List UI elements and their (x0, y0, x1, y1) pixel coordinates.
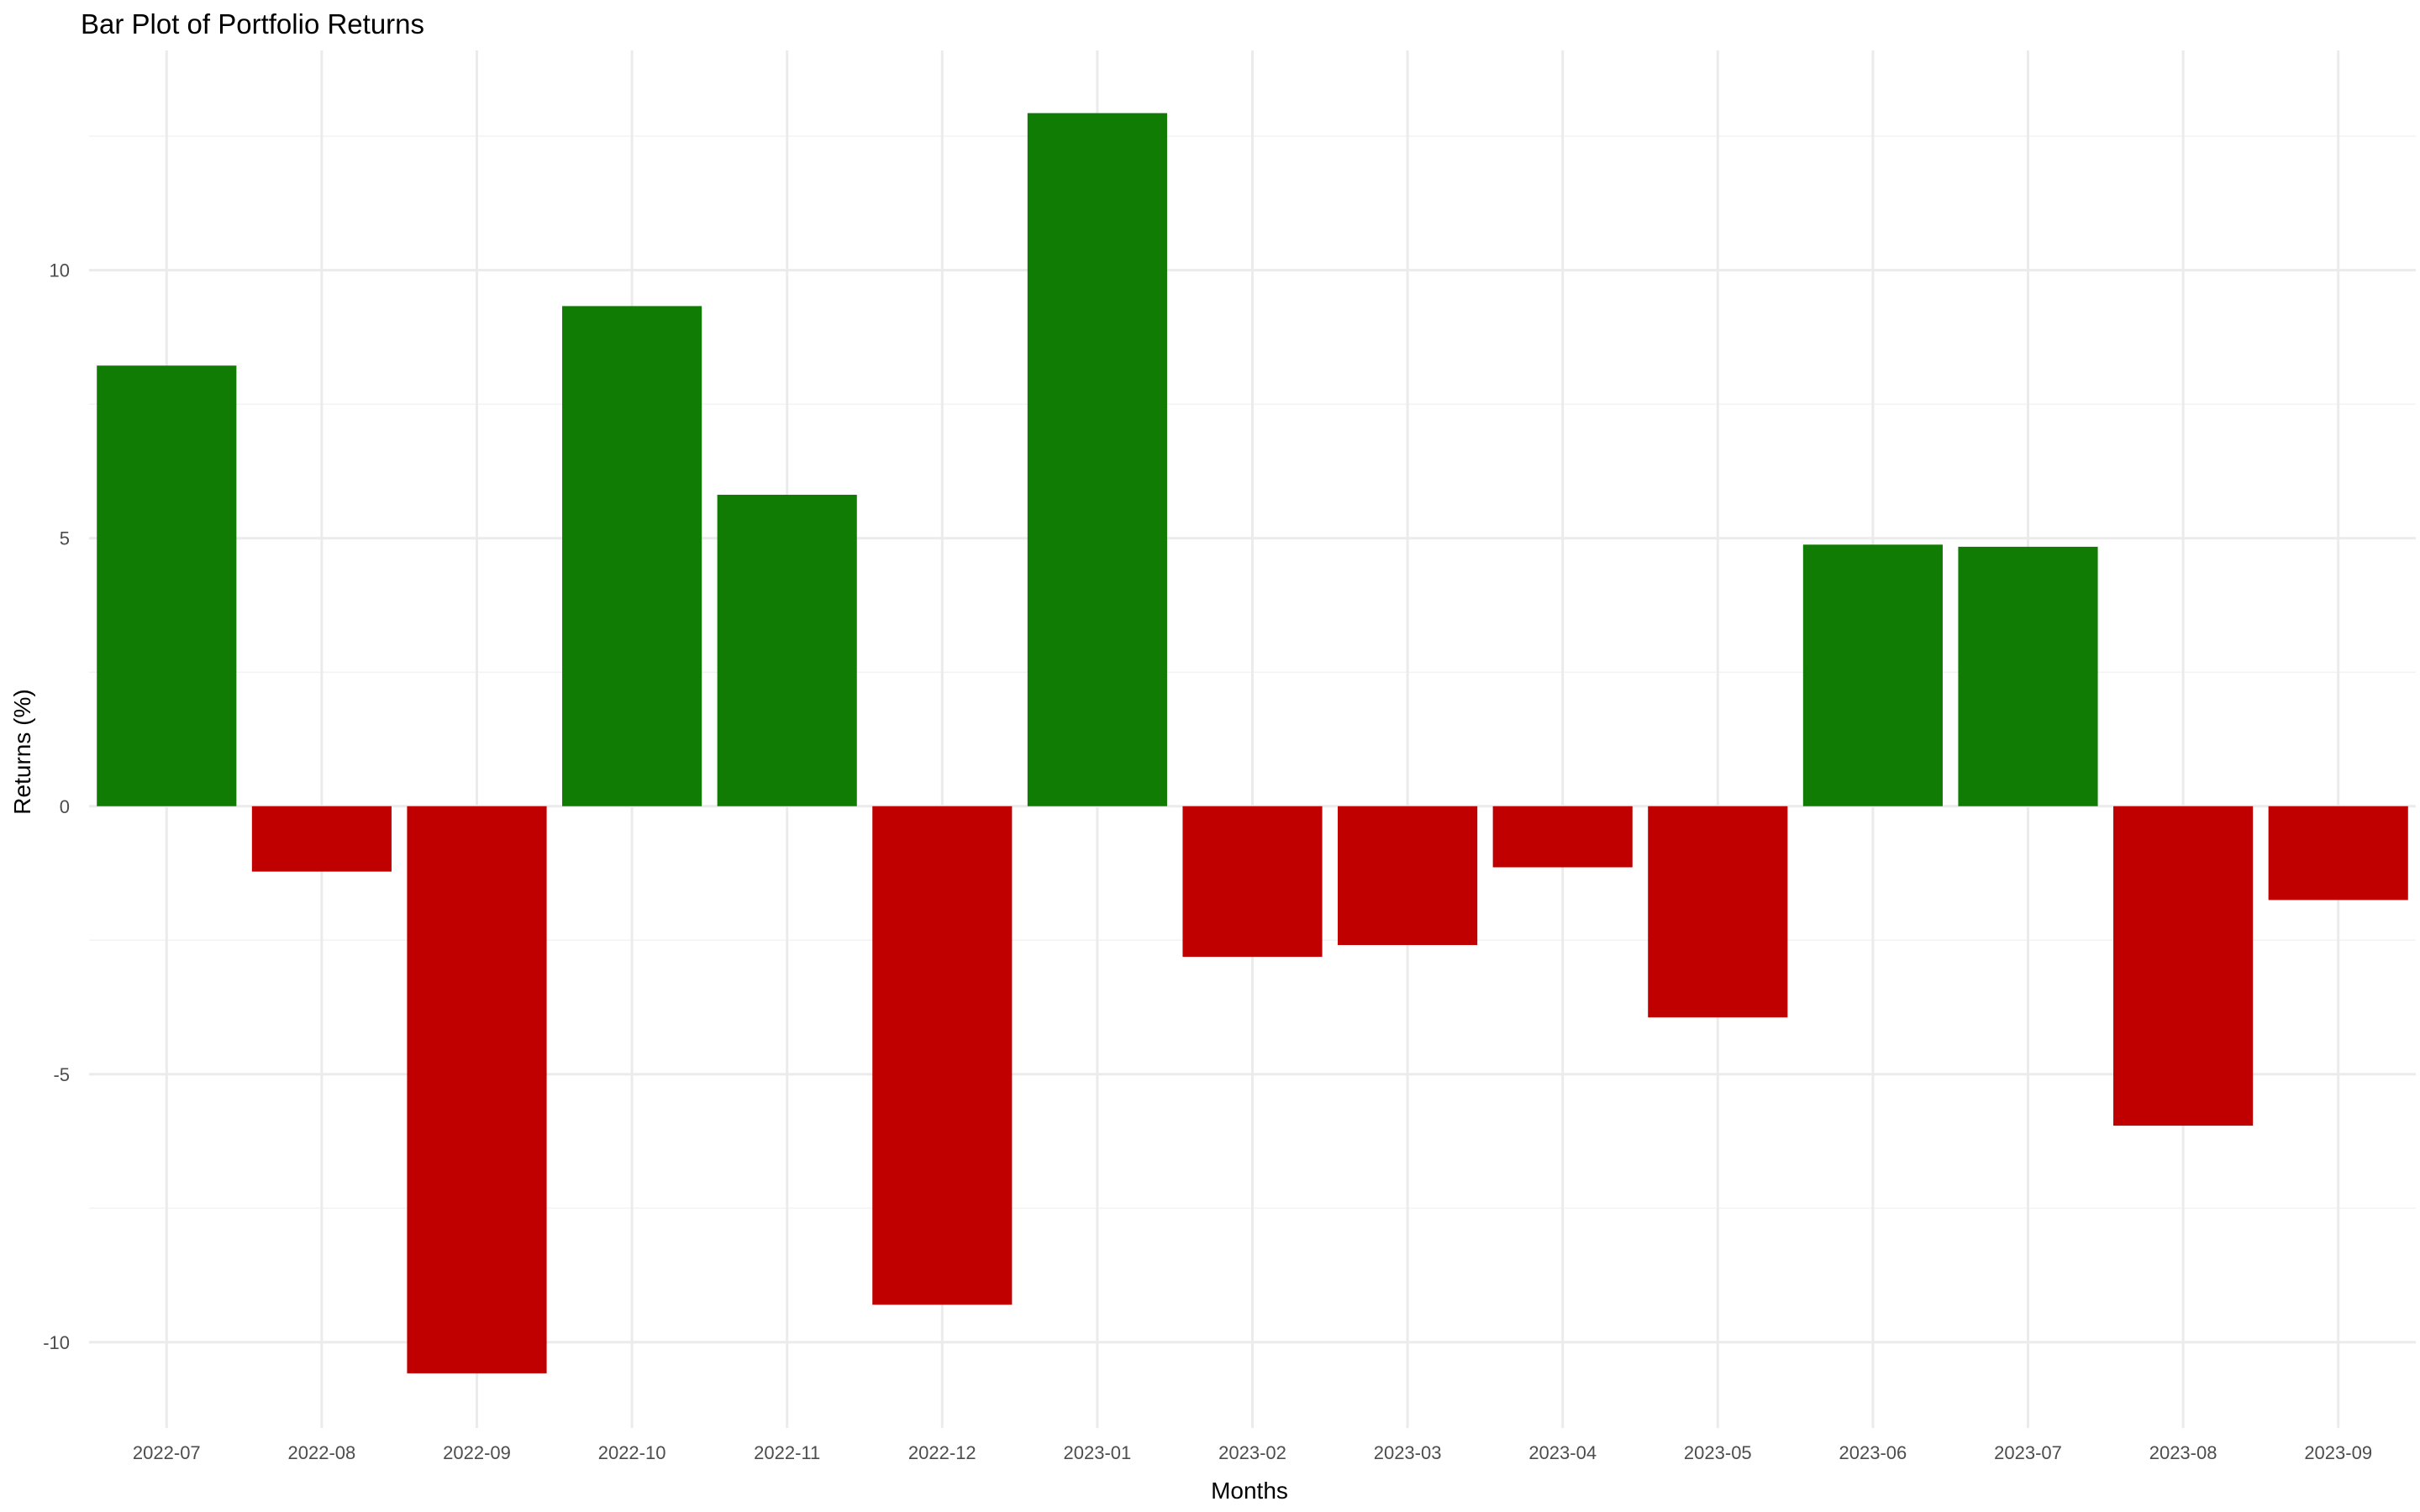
bar-2023-02 (1182, 806, 1323, 958)
bar-2023-05 (1648, 806, 1788, 1018)
x-tick-label: 2022-12 (908, 1442, 976, 1463)
x-tick-label: 2022-11 (754, 1442, 820, 1463)
x-tick-labels: 2022-07 2022-08 2022-09 2022-10 2022-11 2022-… (133, 1442, 2372, 1463)
y-tick-labels: -10 -5 0 5 10 (43, 260, 70, 1353)
y-axis-title: Returns (%) (9, 689, 35, 814)
chart-title: Bar Plot of Portfolio Returns (81, 8, 424, 39)
bar-2022-10 (562, 306, 702, 806)
x-tick-label: 2022-07 (133, 1442, 201, 1463)
x-tick-label: 2023-05 (1684, 1442, 1752, 1463)
x-tick-label: 2023-07 (1994, 1442, 2062, 1463)
x-tick-label: 2022-09 (443, 1442, 511, 1463)
bar-2023-06 (1802, 544, 1943, 806)
x-tick-label: 2023-09 (2304, 1442, 2372, 1463)
x-tick-label: 2023-02 (1218, 1442, 1286, 1463)
bar-2023-09 (2268, 806, 2408, 900)
bar-2023-03 (1338, 806, 1478, 946)
y-tick-label: 10 (50, 260, 70, 281)
x-tick-label: 2023-03 (1374, 1442, 1442, 1463)
bar-2022-12 (872, 806, 1013, 1305)
bar-2023-04 (1492, 806, 1633, 868)
x-tick-label: 2022-08 (288, 1442, 356, 1463)
bar-2023-07 (1958, 546, 2098, 806)
y-tick-label: 5 (60, 528, 70, 549)
bar-2023-08 (2113, 806, 2254, 1126)
x-tick-label: 2023-08 (2149, 1442, 2217, 1463)
x-tick-label: 2023-06 (1839, 1442, 1907, 1463)
bar-2023-01 (1027, 113, 1167, 806)
y-tick-label: -10 (43, 1332, 70, 1353)
bars (97, 113, 2408, 1373)
bar-2022-07 (97, 365, 237, 806)
y-tick-label: -5 (53, 1064, 70, 1085)
bar-2022-09 (407, 806, 547, 1373)
x-tick-label: 2023-04 (1528, 1442, 1597, 1463)
x-tick-label: 2023-01 (1064, 1442, 1132, 1463)
bar-2022-11 (717, 495, 857, 806)
y-tick-label: 0 (60, 796, 70, 817)
bar-2022-08 (251, 806, 392, 872)
x-tick-label: 2022-10 (598, 1442, 666, 1463)
x-axis-title: Months (1211, 1478, 1288, 1504)
